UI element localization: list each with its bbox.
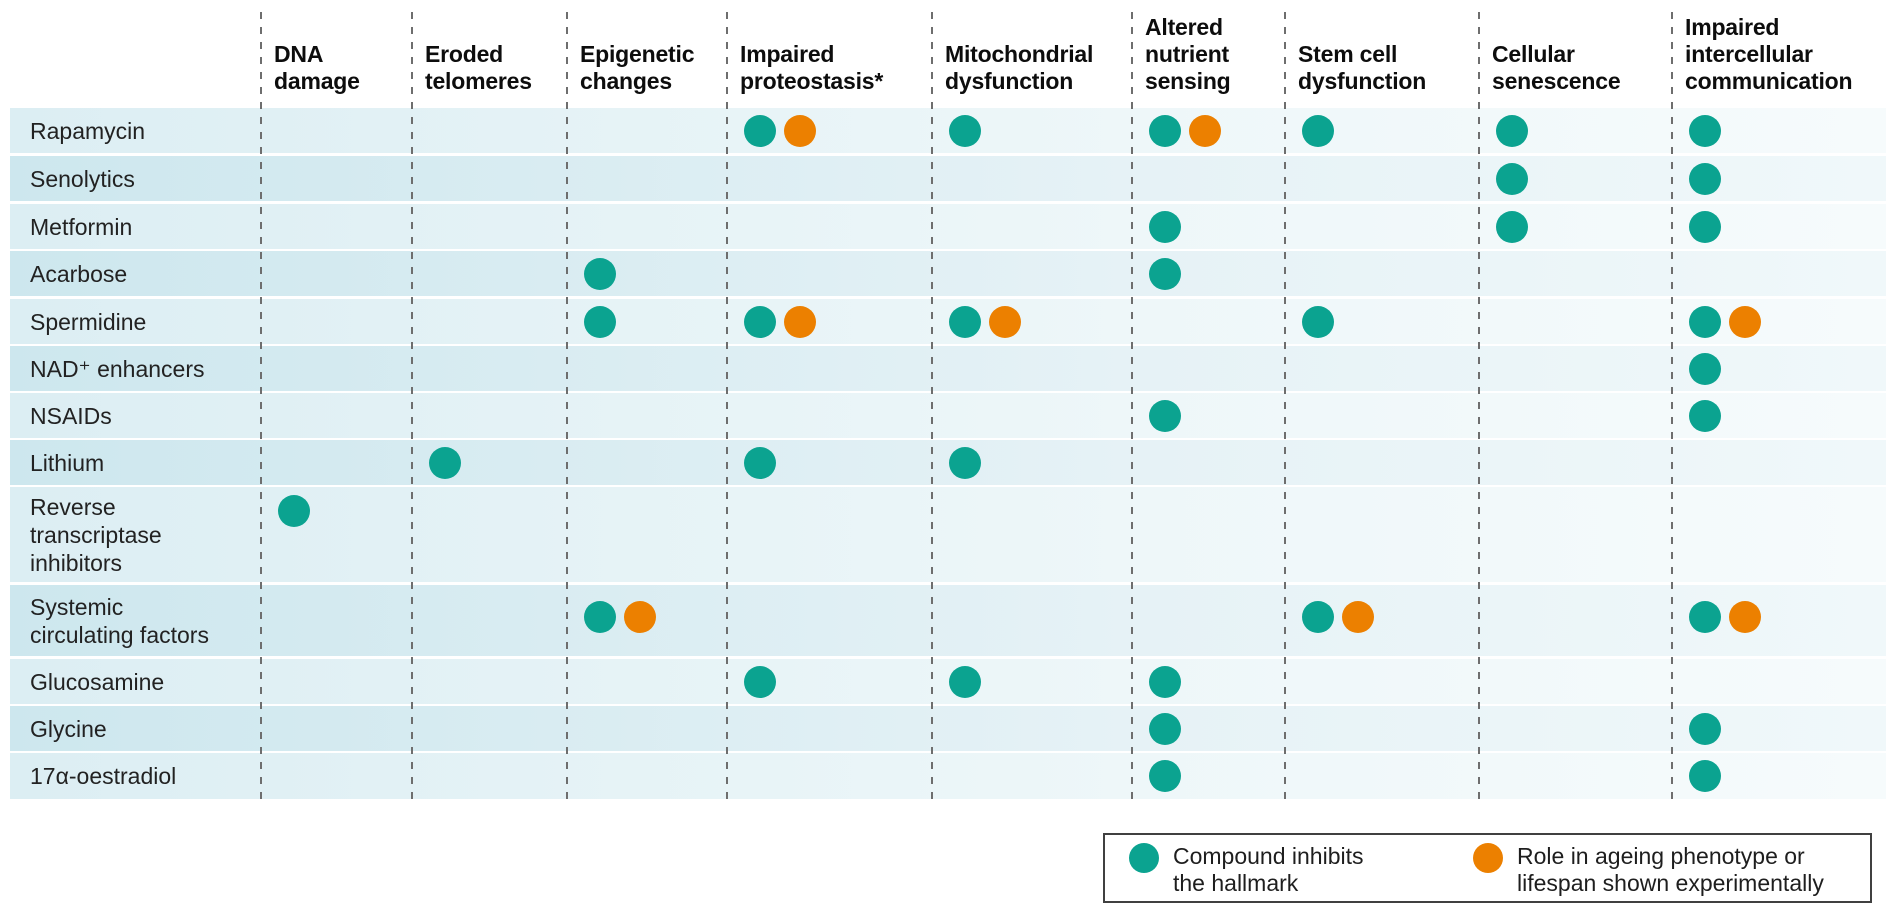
teal-dot-icon: [1496, 211, 1528, 243]
teal-dot-icon: [949, 447, 981, 479]
teal-dot-icon: [744, 447, 776, 479]
teal-dot-icon: [1496, 163, 1528, 195]
hallmark-column-header: Epigenetic changes: [580, 41, 695, 94]
legend-item-inhibits: Compound inhibits the hallmark: [1129, 843, 1473, 897]
legend-label-experimental: Role in ageing phenotype or lifespan sho…: [1517, 843, 1824, 896]
table-row: Metformin: [10, 204, 1886, 249]
table-row: NSAIDs: [10, 393, 1886, 438]
orange-dot-icon: [1729, 601, 1761, 633]
hallmark-column-header: Mitochondrial dysfunction: [945, 41, 1094, 94]
orange-dot-icon: [1342, 601, 1374, 633]
column-dashed-line: [566, 12, 568, 806]
table-row: Glycine: [10, 706, 1886, 751]
compound-row-label: Rapamycin: [30, 117, 146, 144]
teal-dot-icon: [1689, 211, 1721, 243]
teal-dot-icon: [1496, 115, 1528, 147]
compound-row-label: Systemic circulating factors: [30, 593, 209, 648]
compound-row-label: NAD⁺ enhancers: [30, 355, 205, 382]
compound-row-label: NSAIDs: [30, 402, 112, 429]
table-row: Lithium: [10, 440, 1886, 485]
table-row: Rapamycin: [10, 108, 1886, 153]
teal-dot-icon: [949, 666, 981, 698]
teal-dot-icon: [949, 306, 981, 338]
teal-dot-icon: [1149, 400, 1181, 432]
compound-row-label: Glycine: [30, 715, 107, 742]
column-dashed-line: [1478, 12, 1480, 806]
column-dashed-line: [1671, 12, 1673, 806]
legend: Compound inhibits the hallmark Role in a…: [1103, 833, 1872, 903]
table-row: 17α-oestradiol: [10, 753, 1886, 799]
column-dashed-line: [411, 12, 413, 806]
teal-dot-icon: [744, 115, 776, 147]
teal-dot-icon: [1689, 163, 1721, 195]
hallmark-column-header: DNA damage: [274, 41, 360, 94]
hallmark-column-header: Impaired proteostasis*: [740, 41, 884, 94]
teal-dot-icon: [1129, 843, 1159, 873]
teal-dot-icon: [1689, 400, 1721, 432]
hallmark-column-header: Eroded telomeres: [425, 41, 532, 94]
hallmark-column-header: Cellular senescence: [1492, 41, 1621, 94]
column-dashed-line: [260, 12, 262, 806]
teal-dot-icon: [744, 666, 776, 698]
column-dashed-line: [1284, 12, 1286, 806]
table-row: Spermidine: [10, 299, 1886, 344]
hallmark-column-header: Stem cell dysfunction: [1298, 41, 1427, 94]
legend-item-experimental: Role in ageing phenotype or lifespan sho…: [1473, 843, 1824, 897]
compound-row-label: Metformin: [30, 213, 133, 240]
column-dashed-line: [1131, 12, 1133, 806]
teal-dot-icon: [1149, 211, 1181, 243]
column-dashed-line: [726, 12, 728, 806]
table-row: NAD⁺ enhancers: [10, 346, 1886, 391]
teal-dot-icon: [1302, 601, 1334, 633]
teal-dot-icon: [584, 258, 616, 290]
table-row: Glucosamine: [10, 659, 1886, 704]
table-row: Senolytics: [10, 156, 1886, 201]
orange-dot-icon: [1189, 115, 1221, 147]
compound-row-label: Senolytics: [30, 165, 135, 192]
teal-dot-icon: [1689, 760, 1721, 792]
compound-row-label: 17α-oestradiol: [30, 763, 177, 789]
column-dashed-line: [931, 12, 933, 806]
orange-dot-icon: [624, 601, 656, 633]
hallmark-column-header: Impaired intercellular communication: [1685, 14, 1853, 94]
table-row: Systemic circulating factors: [10, 585, 1886, 656]
orange-dot-icon: [989, 306, 1021, 338]
table-row: Reverse transcriptase inhibitors: [10, 487, 1886, 582]
orange-dot-icon: [784, 115, 816, 147]
orange-dot-icon: [784, 306, 816, 338]
teal-dot-icon: [1302, 115, 1334, 147]
teal-dot-icon: [1689, 353, 1721, 385]
teal-dot-icon: [1689, 115, 1721, 147]
compound-row-label: Reverse transcriptase inhibitors: [30, 493, 162, 576]
teal-dot-icon: [1149, 666, 1181, 698]
hallmark-column-header: Altered nutrient sensing: [1145, 14, 1231, 94]
teal-dot-icon: [584, 601, 616, 633]
compound-row-label: Lithium: [30, 449, 105, 476]
teal-dot-icon: [1149, 115, 1181, 147]
teal-dot-icon: [1149, 713, 1181, 745]
teal-dot-icon: [1689, 306, 1721, 338]
legend-label-inhibits: Compound inhibits the hallmark: [1173, 843, 1364, 896]
table-row: Acarbose: [10, 251, 1886, 296]
teal-dot-icon: [744, 306, 776, 338]
teal-dot-icon: [1149, 258, 1181, 290]
orange-dot-icon: [1473, 843, 1503, 873]
teal-dot-icon: [1689, 601, 1721, 633]
teal-dot-icon: [278, 495, 310, 527]
compound-row-label: Glucosamine: [30, 668, 165, 695]
teal-dot-icon: [949, 115, 981, 147]
compound-row-label: Acarbose: [30, 260, 128, 287]
teal-dot-icon: [1149, 760, 1181, 792]
teal-dot-icon: [584, 306, 616, 338]
orange-dot-icon: [1729, 306, 1761, 338]
compound-row-label: Spermidine: [30, 308, 147, 335]
teal-dot-icon: [1689, 713, 1721, 745]
teal-dot-icon: [1302, 306, 1334, 338]
teal-dot-icon: [429, 447, 461, 479]
